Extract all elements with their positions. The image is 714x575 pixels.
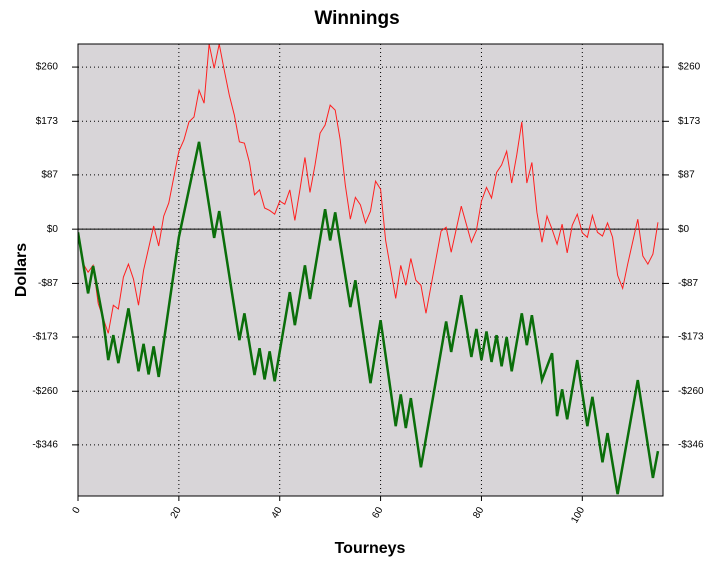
- y2-tick-label: -$346: [678, 440, 704, 451]
- series-line: [78, 44, 659, 334]
- plot-border: [77, 43, 664, 497]
- y-tick-label: -$87: [38, 278, 58, 289]
- plot-area: [78, 44, 663, 496]
- y2-tick-label: $87: [678, 170, 695, 181]
- y2-tick-label: $173: [678, 116, 701, 127]
- x-tick-label: 80: [471, 505, 486, 521]
- series-line: [78, 141, 660, 495]
- x-tick-label: 20: [169, 505, 184, 521]
- y-axis-label: Dollars: [13, 243, 30, 297]
- y2-tick-label: -$173: [678, 332, 704, 343]
- y2-tick-label: -$260: [678, 386, 704, 397]
- y-tick-label: -$173: [32, 332, 58, 343]
- y-tick-label: $0: [47, 224, 59, 235]
- x-tick-label: 0: [71, 505, 84, 516]
- y-tick-label: $260: [36, 62, 59, 73]
- x-tick-label: 40: [270, 505, 285, 521]
- y-tick-label: -$346: [32, 440, 58, 451]
- x-tick-label: 60: [370, 505, 385, 521]
- y2-tick-label: $0: [678, 224, 690, 235]
- y2-tick-label: -$87: [678, 278, 698, 289]
- y-tick-label: $173: [36, 116, 59, 127]
- y-tick-label: -$260: [32, 386, 58, 397]
- chart-title: Winnings: [314, 8, 399, 29]
- y2-tick-label: $260: [678, 62, 701, 73]
- x-axis-label: Tourneys: [335, 540, 406, 557]
- x-tick-label: 100: [569, 505, 587, 525]
- y-tick-label: $87: [41, 170, 58, 181]
